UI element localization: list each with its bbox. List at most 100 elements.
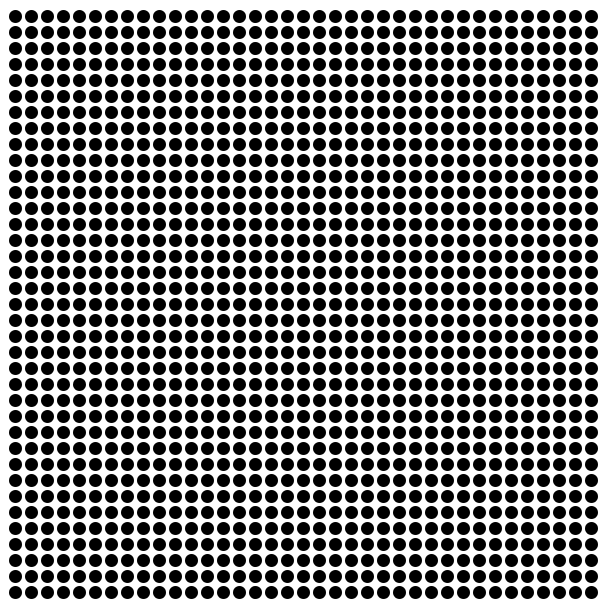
grid-dot: [41, 138, 54, 151]
grid-dot: [57, 74, 70, 87]
grid-dot: [393, 314, 406, 327]
grid-dot: [553, 218, 566, 231]
grid-dot: [89, 250, 102, 263]
grid-dot: [313, 394, 326, 407]
grid-dot: [489, 26, 502, 39]
grid-dot: [441, 74, 454, 87]
grid-dot: [137, 282, 150, 295]
grid-dot: [41, 538, 54, 551]
grid-dot: [105, 314, 118, 327]
grid-dot: [569, 586, 582, 599]
grid-dot: [505, 106, 518, 119]
grid-dot: [569, 282, 582, 295]
grid-dot: [361, 186, 374, 199]
grid-dot: [585, 442, 598, 455]
grid-dot: [457, 554, 470, 567]
grid-dot: [249, 314, 262, 327]
grid-dot: [249, 378, 262, 391]
grid-dot: [489, 506, 502, 519]
grid-dot: [201, 282, 214, 295]
grid-dot: [441, 154, 454, 167]
grid-dot: [457, 266, 470, 279]
grid-dot: [585, 522, 598, 535]
grid-dot: [313, 314, 326, 327]
grid-dot: [25, 362, 38, 375]
grid-dot: [505, 474, 518, 487]
grid-dot: [505, 490, 518, 503]
grid-dot: [473, 490, 486, 503]
grid-dot: [521, 10, 534, 23]
grid-dot: [73, 186, 86, 199]
grid-dot: [25, 570, 38, 583]
grid-dot: [521, 234, 534, 247]
grid-dot: [441, 26, 454, 39]
grid-dot: [137, 122, 150, 135]
grid-dot: [473, 474, 486, 487]
grid-dot: [57, 506, 70, 519]
grid-dot: [313, 106, 326, 119]
grid-dot: [233, 218, 246, 231]
grid-dot: [537, 218, 550, 231]
grid-dot: [233, 58, 246, 71]
grid-dot: [41, 106, 54, 119]
grid-dot: [313, 522, 326, 535]
grid-dot: [57, 170, 70, 183]
grid-dot: [297, 26, 310, 39]
grid-dot: [185, 298, 198, 311]
grid-dot: [297, 298, 310, 311]
grid-dot: [217, 298, 230, 311]
grid-dot: [169, 58, 182, 71]
grid-dot: [41, 442, 54, 455]
grid-dot: [25, 282, 38, 295]
grid-dot: [121, 442, 134, 455]
grid-dot: [441, 346, 454, 359]
grid-dot: [265, 442, 278, 455]
grid-dot: [473, 362, 486, 375]
grid-dot: [281, 250, 294, 263]
grid-dot: [73, 250, 86, 263]
grid-dot: [537, 394, 550, 407]
grid-dot: [153, 186, 166, 199]
grid-dot: [169, 362, 182, 375]
grid-dot: [185, 506, 198, 519]
grid-dot: [265, 58, 278, 71]
grid-dot: [537, 538, 550, 551]
grid-dot: [585, 538, 598, 551]
grid-dot: [169, 346, 182, 359]
grid-dot: [9, 362, 22, 375]
grid-dot: [409, 154, 422, 167]
grid-dot: [89, 282, 102, 295]
grid-dot: [569, 170, 582, 183]
grid-dot: [169, 410, 182, 423]
grid-dot: [361, 474, 374, 487]
grid-dot: [457, 394, 470, 407]
grid-dot: [521, 106, 534, 119]
grid-dot: [201, 170, 214, 183]
grid-dot: [217, 554, 230, 567]
grid-dot: [73, 282, 86, 295]
grid-dot: [473, 10, 486, 23]
grid-dot: [297, 314, 310, 327]
grid-dot: [569, 218, 582, 231]
grid-dot: [233, 426, 246, 439]
grid-dot: [9, 186, 22, 199]
grid-dot: [329, 314, 342, 327]
grid-dot: [553, 74, 566, 87]
grid-dot: [393, 282, 406, 295]
grid-dot: [345, 186, 358, 199]
grid-dot: [233, 458, 246, 471]
grid-dot: [521, 186, 534, 199]
grid-dot: [457, 186, 470, 199]
grid-dot: [41, 490, 54, 503]
grid-dot: [441, 218, 454, 231]
grid-dot: [137, 570, 150, 583]
grid-dot: [105, 506, 118, 519]
grid-dot: [345, 26, 358, 39]
grid-dot: [569, 138, 582, 151]
grid-dot: [41, 186, 54, 199]
grid-dot: [185, 586, 198, 599]
grid-dot: [217, 474, 230, 487]
grid-dot: [585, 554, 598, 567]
grid-dot: [185, 458, 198, 471]
grid-dot: [297, 90, 310, 103]
